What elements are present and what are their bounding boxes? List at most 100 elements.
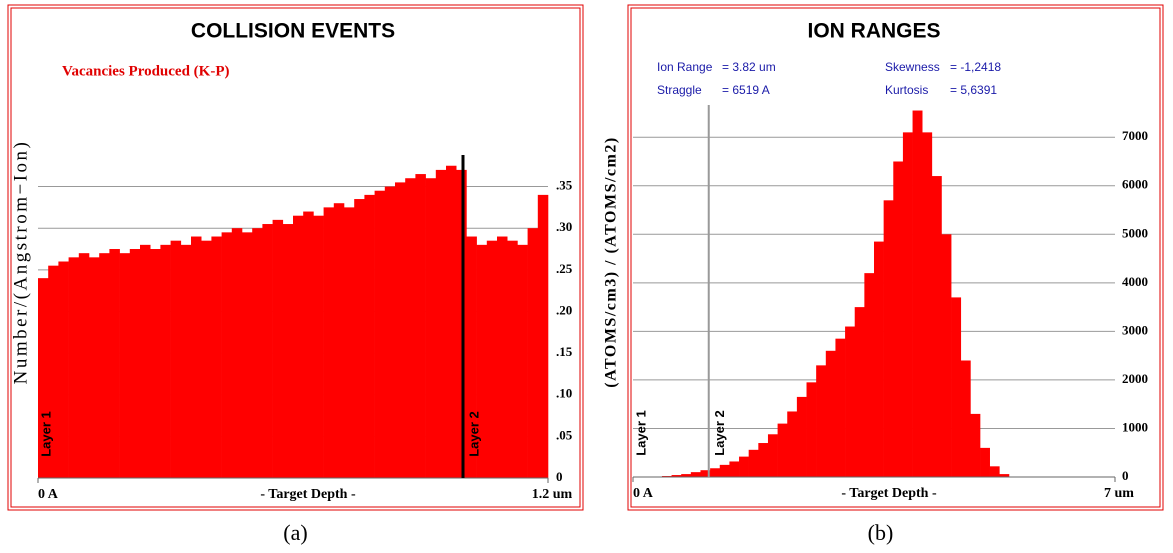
y-tick-label: .10 xyxy=(556,386,572,401)
bar xyxy=(119,253,131,478)
bar xyxy=(922,132,933,477)
bar xyxy=(476,244,488,478)
stat-value: = -1,2418 xyxy=(950,60,1001,74)
bar xyxy=(758,443,769,477)
stat-label: Straggle xyxy=(657,83,702,97)
bar xyxy=(690,472,701,477)
y-tick-label: 0 xyxy=(1122,468,1129,483)
bar xyxy=(364,194,375,478)
bar xyxy=(806,382,817,477)
bar xyxy=(333,203,345,478)
bar xyxy=(486,240,498,478)
bar xyxy=(970,413,981,477)
y-tick-label: 5000 xyxy=(1122,225,1148,240)
bar xyxy=(989,466,1000,477)
bar xyxy=(293,215,304,479)
y-axis-label: Number/(Angstrom−Ion) xyxy=(10,140,31,385)
bar xyxy=(912,110,923,478)
y-axis-label: (ATOMS/cm3) / (ATOMS/cm2) xyxy=(603,136,620,387)
y-tick-label: .35 xyxy=(556,178,573,193)
bar xyxy=(497,236,508,478)
bar xyxy=(374,190,386,478)
bar xyxy=(816,365,827,477)
y-tick-label: 6000 xyxy=(1122,177,1148,192)
bar xyxy=(874,241,884,477)
bar xyxy=(951,297,962,477)
bar xyxy=(902,132,913,477)
bar xyxy=(211,236,222,478)
bar xyxy=(537,194,549,478)
bar xyxy=(160,244,171,478)
bar xyxy=(941,234,952,477)
bar xyxy=(931,176,942,477)
layer-label: Layer 1 xyxy=(38,411,53,457)
stat-label: Ion Range xyxy=(657,60,713,74)
bar xyxy=(845,326,856,477)
bar xyxy=(129,249,141,478)
subtitle: Vacancies Produced (K-P) xyxy=(62,63,229,79)
bar xyxy=(739,456,749,477)
stat-label: Skewness xyxy=(885,60,940,74)
chart-title: ION RANGES xyxy=(807,20,940,43)
x-axis-label: - Target Depth - xyxy=(260,487,356,502)
bar xyxy=(883,200,894,477)
bar xyxy=(384,186,396,479)
bar xyxy=(710,468,721,477)
y-tick-label: 7000 xyxy=(1122,128,1148,143)
bar xyxy=(729,461,740,477)
x-tick-label: 1.2 um xyxy=(532,487,573,502)
bar xyxy=(425,178,437,478)
bar xyxy=(456,169,467,478)
chart-title: COLLISION EVENTS xyxy=(191,20,395,43)
bar xyxy=(527,228,539,478)
bar xyxy=(507,240,518,478)
bar xyxy=(466,236,477,478)
bar xyxy=(719,464,730,477)
bar xyxy=(787,411,798,477)
y-tick-label: .05 xyxy=(556,427,573,442)
bar xyxy=(252,228,263,478)
caption: (b) xyxy=(868,520,894,545)
y-tick-label: .30 xyxy=(556,219,572,234)
bar xyxy=(191,236,202,478)
bar xyxy=(405,178,416,478)
bar xyxy=(68,257,80,478)
bar xyxy=(395,182,406,478)
bar xyxy=(825,350,836,477)
bar xyxy=(446,165,457,478)
stat-value: = 5,6391 xyxy=(950,83,997,97)
bar xyxy=(700,470,711,477)
bar xyxy=(99,253,110,478)
x-axis-label: - Target Depth - xyxy=(841,486,937,501)
bar xyxy=(89,257,100,478)
bar xyxy=(150,249,161,478)
layer-label: Layer 2 xyxy=(466,411,481,457)
layer-label: Layer 1 xyxy=(633,410,648,456)
bar xyxy=(980,447,990,477)
bar xyxy=(960,360,971,477)
stat-label: Kurtosis xyxy=(885,83,928,97)
bar xyxy=(415,174,426,478)
x-tick-label: 0 A xyxy=(633,486,654,501)
bar xyxy=(180,244,192,478)
bar xyxy=(671,475,682,477)
bar xyxy=(140,244,151,478)
y-tick-label: 0 xyxy=(556,469,563,484)
caption: (a) xyxy=(283,520,307,545)
bar xyxy=(893,161,904,477)
bar xyxy=(435,169,447,478)
bar xyxy=(231,228,243,478)
bar xyxy=(681,474,692,477)
stat-value: = 3.82 um xyxy=(722,60,776,74)
bar xyxy=(777,423,788,477)
y-tick-label: .20 xyxy=(556,302,572,317)
y-tick-label: 3000 xyxy=(1122,322,1148,337)
layer-label: Layer 2 xyxy=(712,410,727,456)
bar xyxy=(303,211,314,479)
bar xyxy=(344,207,355,478)
bar xyxy=(767,434,778,477)
bar xyxy=(864,273,875,477)
bar xyxy=(78,253,90,478)
stat-value: = 6519 A xyxy=(722,83,770,97)
bar xyxy=(242,232,253,478)
